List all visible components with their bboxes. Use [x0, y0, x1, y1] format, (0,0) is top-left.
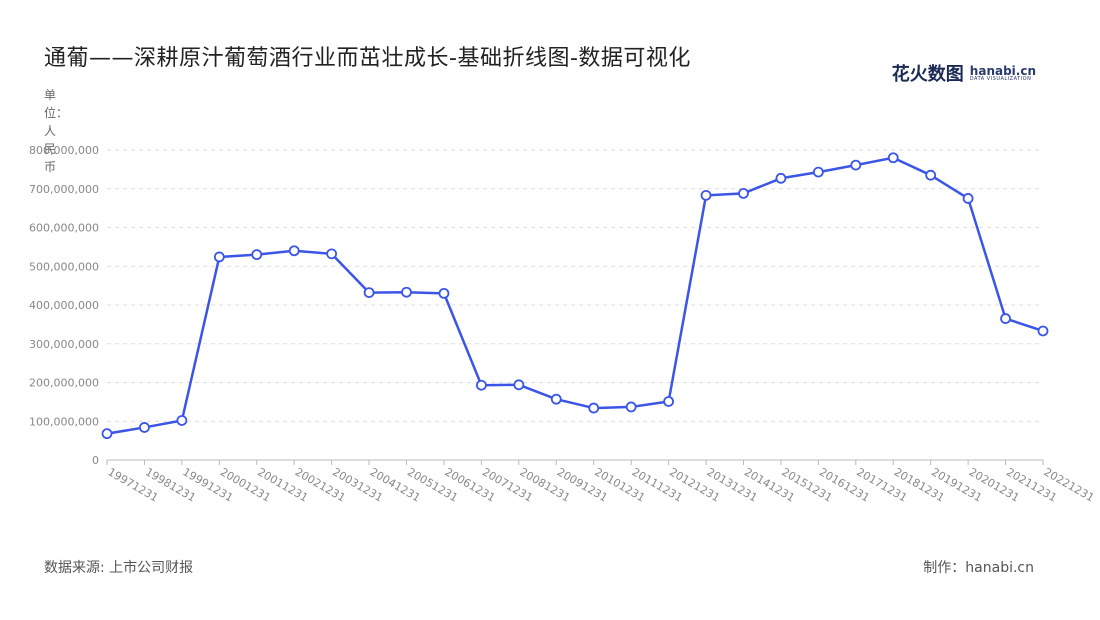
y-tick-label: 600,000,000 — [29, 222, 99, 235]
data-point — [475, 379, 487, 391]
data-point — [588, 402, 600, 414]
data-point — [363, 287, 375, 299]
data-point — [326, 248, 338, 260]
brand-logo: 花火数图 hanabi.cn DATA VISUALIZATION — [892, 60, 1036, 86]
data-source: 数据来源: 上市公司财报 — [44, 560, 194, 576]
data-point — [1000, 313, 1011, 324]
data-point — [625, 401, 637, 413]
series-layer — [101, 152, 1049, 440]
data-point — [1037, 325, 1049, 337]
data-point — [925, 169, 937, 181]
data-point — [850, 159, 862, 171]
data-point — [438, 287, 450, 299]
grid-lines — [107, 149, 1043, 461]
logo-cn-text: 花火数图 — [891, 64, 964, 85]
data-point — [887, 152, 899, 164]
y-tick-label: 300,000,000 — [29, 338, 99, 351]
data-point — [775, 172, 787, 184]
y-tick-label: 500,000,000 — [29, 260, 99, 273]
y-tick-label: 700,000,000 — [29, 183, 99, 196]
data-point — [513, 379, 525, 391]
y-axis: 0 100,000,000 200,000,000 300,000,000 400,00… — [29, 144, 99, 467]
data-point — [251, 249, 263, 261]
series-line — [106, 156, 1044, 435]
credit: 制作：hanabi.cn — [923, 560, 1034, 576]
data-point — [213, 251, 225, 263]
logo-en-text: hanabi.cn — [969, 63, 1036, 78]
logo-en-block: hanabi.cn DATA VISUALIZATION — [970, 65, 1036, 82]
data-point — [101, 428, 113, 440]
y-tick-label: 0 — [92, 454, 99, 467]
data-point — [288, 245, 300, 257]
chart-title: 通葡——深耕原汁葡萄酒行业而茁壮成长-基础折线图-数据可视化 — [44, 46, 691, 71]
y-tick-label: 800,000,000 — [29, 144, 99, 157]
data-point — [738, 187, 749, 199]
logo-en-subtext: DATA VISUALIZATION — [969, 75, 1032, 82]
data-point — [812, 166, 824, 178]
data-point — [176, 415, 188, 426]
data-point — [962, 193, 974, 204]
y-tick-label: 200,000,000 — [29, 377, 99, 390]
data-point — [139, 422, 150, 433]
x-axis: 1997123119981231199912312000123120011231… — [106, 460, 1096, 505]
data-point — [700, 189, 712, 201]
y-tick-label: 400,000,000 — [29, 299, 99, 312]
data-point — [401, 286, 412, 298]
y-tick-label: 100,000,000 — [29, 415, 99, 428]
data-point — [550, 393, 562, 405]
data-point — [663, 396, 674, 407]
